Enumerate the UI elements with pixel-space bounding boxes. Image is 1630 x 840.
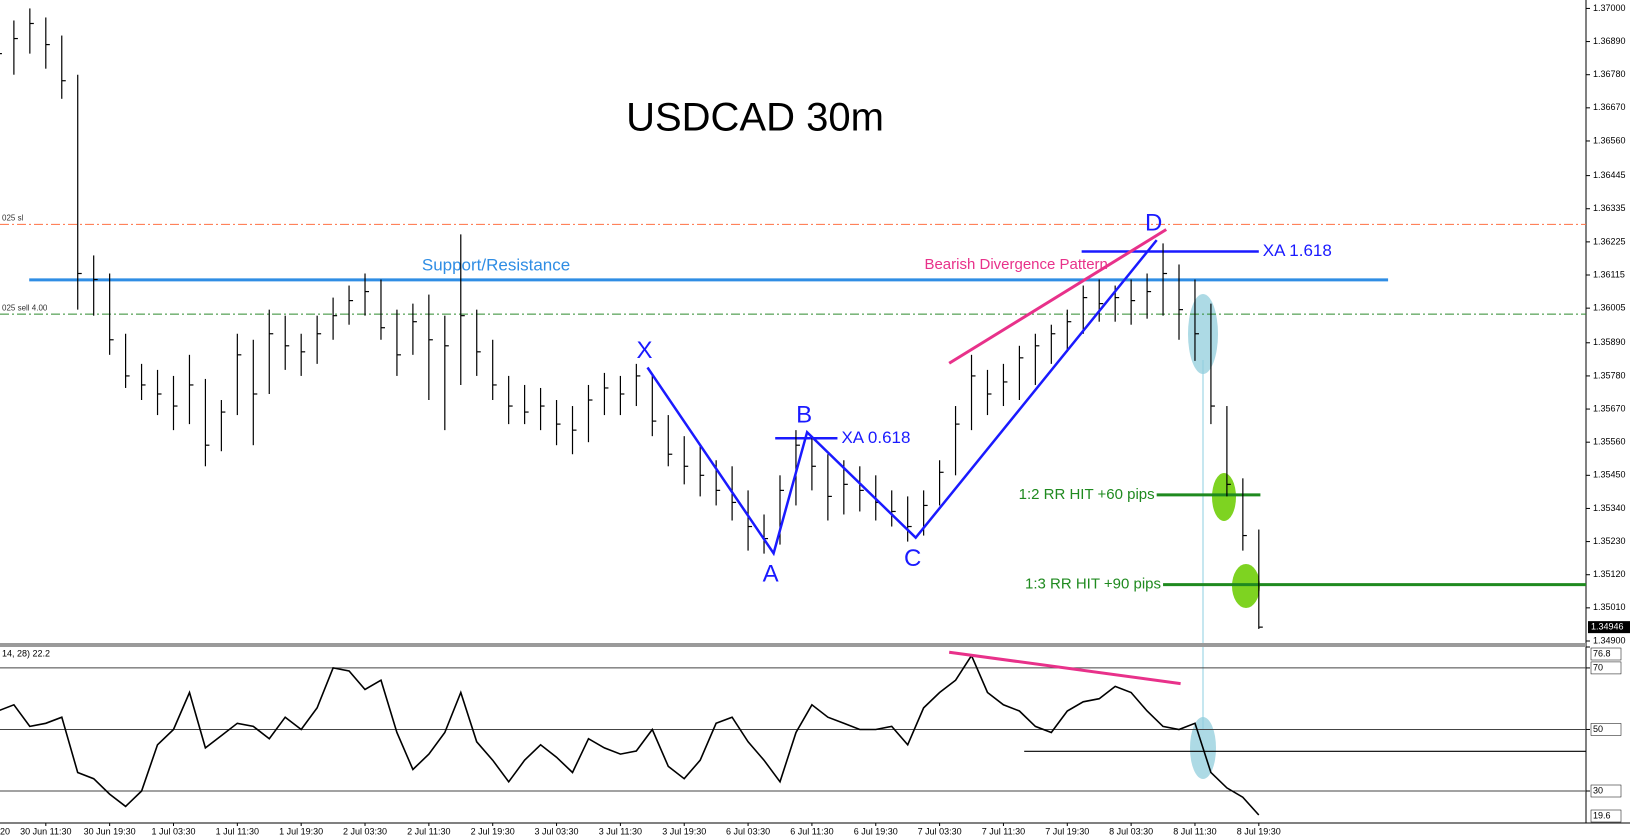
y-tick-label: 1.35780 [1593, 370, 1626, 380]
target-ellipse [1212, 473, 1236, 521]
pattern-label: A [763, 561, 779, 588]
y-tick-label: 1.36670 [1593, 102, 1626, 112]
y-tick-label: 76.8 [1593, 648, 1611, 658]
y-tick-label: 19.6 [1593, 810, 1611, 820]
level-label: 1:3 RR HIT +90 pips [1025, 576, 1161, 593]
last-price-label: 1.34946 [1591, 622, 1624, 632]
x-tick-label: 20 [0, 826, 10, 836]
y-tick-label: 30 [1593, 785, 1603, 795]
y-tick-box [1590, 723, 1622, 736]
x-tick-label: 7 Jul 11:30 [982, 826, 1025, 836]
x-tick-label: 6 Jul 19:30 [854, 826, 898, 836]
y-tick-label: 1.36005 [1593, 303, 1626, 313]
y-tick-label: 1.36335 [1593, 203, 1626, 213]
y-tick-label: 1.35670 [1593, 403, 1626, 413]
y-tick-label: 1.36115 [1593, 269, 1625, 279]
x-tick-label: 8 Jul 11:30 [1173, 826, 1216, 836]
x-tick-label: 3 Jul 03:30 [535, 826, 579, 836]
x-tick-label: 2 Jul 19:30 [471, 826, 515, 836]
level-label: XA 1.618 [1263, 241, 1332, 260]
y-tick-box [1590, 809, 1622, 823]
y-tick-label: 1.35340 [1593, 503, 1626, 513]
divergence-line [948, 650, 1181, 686]
x-tick-label: 2 Jul 03:30 [343, 826, 387, 836]
y-tick-label: 1.35890 [1593, 337, 1626, 347]
y-tick-label: 1.36225 [1593, 236, 1626, 246]
rsi-line [0, 653, 1260, 816]
pattern-line [646, 239, 1158, 557]
y-tick-label: 50 [1593, 724, 1603, 734]
x-tick-label: 2 Jul 11:30 [407, 826, 450, 836]
last-price-box [1588, 621, 1630, 634]
x-tick-label: 3 Jul 11:30 [599, 826, 642, 836]
y-tick-label: 1.35010 [1593, 602, 1626, 612]
y-tick-box [1590, 647, 1622, 661]
indicator-label: 14, 28) 22.2 [2, 648, 50, 658]
x-tick-label: 1 Jul 11:30 [216, 826, 259, 836]
x-tick-label: 8 Jul 19:30 [1237, 826, 1281, 836]
level-label: 1:2 RR HIT +60 pips [1019, 486, 1155, 503]
y-tick-label: 1.37000 [1593, 3, 1626, 13]
y-tick-label: 1.35450 [1593, 470, 1626, 480]
divergence-label: Bearish Divergence Pattern [924, 256, 1107, 273]
y-tick-label: 1.36560 [1593, 135, 1626, 145]
pattern-label: C [904, 545, 921, 572]
y-tick-label: 1.36445 [1593, 170, 1626, 180]
x-tick-label: 1 Jul 03:30 [151, 826, 195, 836]
y-tick-box [1590, 784, 1622, 798]
pattern-label: B [796, 402, 812, 429]
y-tick-label: 1.35120 [1593, 569, 1626, 579]
level-label: 025 sell 4.00 [2, 303, 48, 312]
x-tick-label: 6 Jul 11:30 [790, 826, 833, 836]
level-label: Support/Resistance [422, 255, 570, 274]
x-tick-label: 7 Jul 19:30 [1045, 826, 1089, 836]
pattern-label: X [637, 337, 653, 364]
y-tick-box [1590, 661, 1622, 675]
chart-title: USDCAD 30m [626, 96, 884, 140]
x-tick-label: 30 Jun 11:30 [20, 826, 71, 836]
x-tick-label: 1 Jul 19:30 [279, 826, 323, 836]
divergence-line [948, 228, 1168, 365]
x-tick-label: 8 Jul 03:30 [1109, 826, 1153, 836]
y-tick-label: 1.35560 [1593, 437, 1626, 447]
y-tick-label: 1.34900 [1593, 635, 1626, 645]
x-tick-label: 30 Jun 19:30 [84, 826, 136, 836]
pattern-label: D [1145, 209, 1162, 236]
y-tick-label: 70 [1593, 662, 1603, 672]
x-tick-label: 6 Jul 03:30 [726, 826, 770, 836]
y-tick-label: 1.35230 [1593, 536, 1626, 546]
y-tick-label: 1.36890 [1593, 36, 1626, 46]
level-label: 025 sl [2, 214, 24, 223]
y-tick-label: 1.36780 [1593, 69, 1626, 79]
x-tick-label: 7 Jul 03:30 [918, 826, 962, 836]
x-tick-label: 3 Jul 19:30 [662, 826, 706, 836]
level-label: XA 0.618 [841, 428, 910, 447]
panel-separator [0, 643, 1586, 647]
